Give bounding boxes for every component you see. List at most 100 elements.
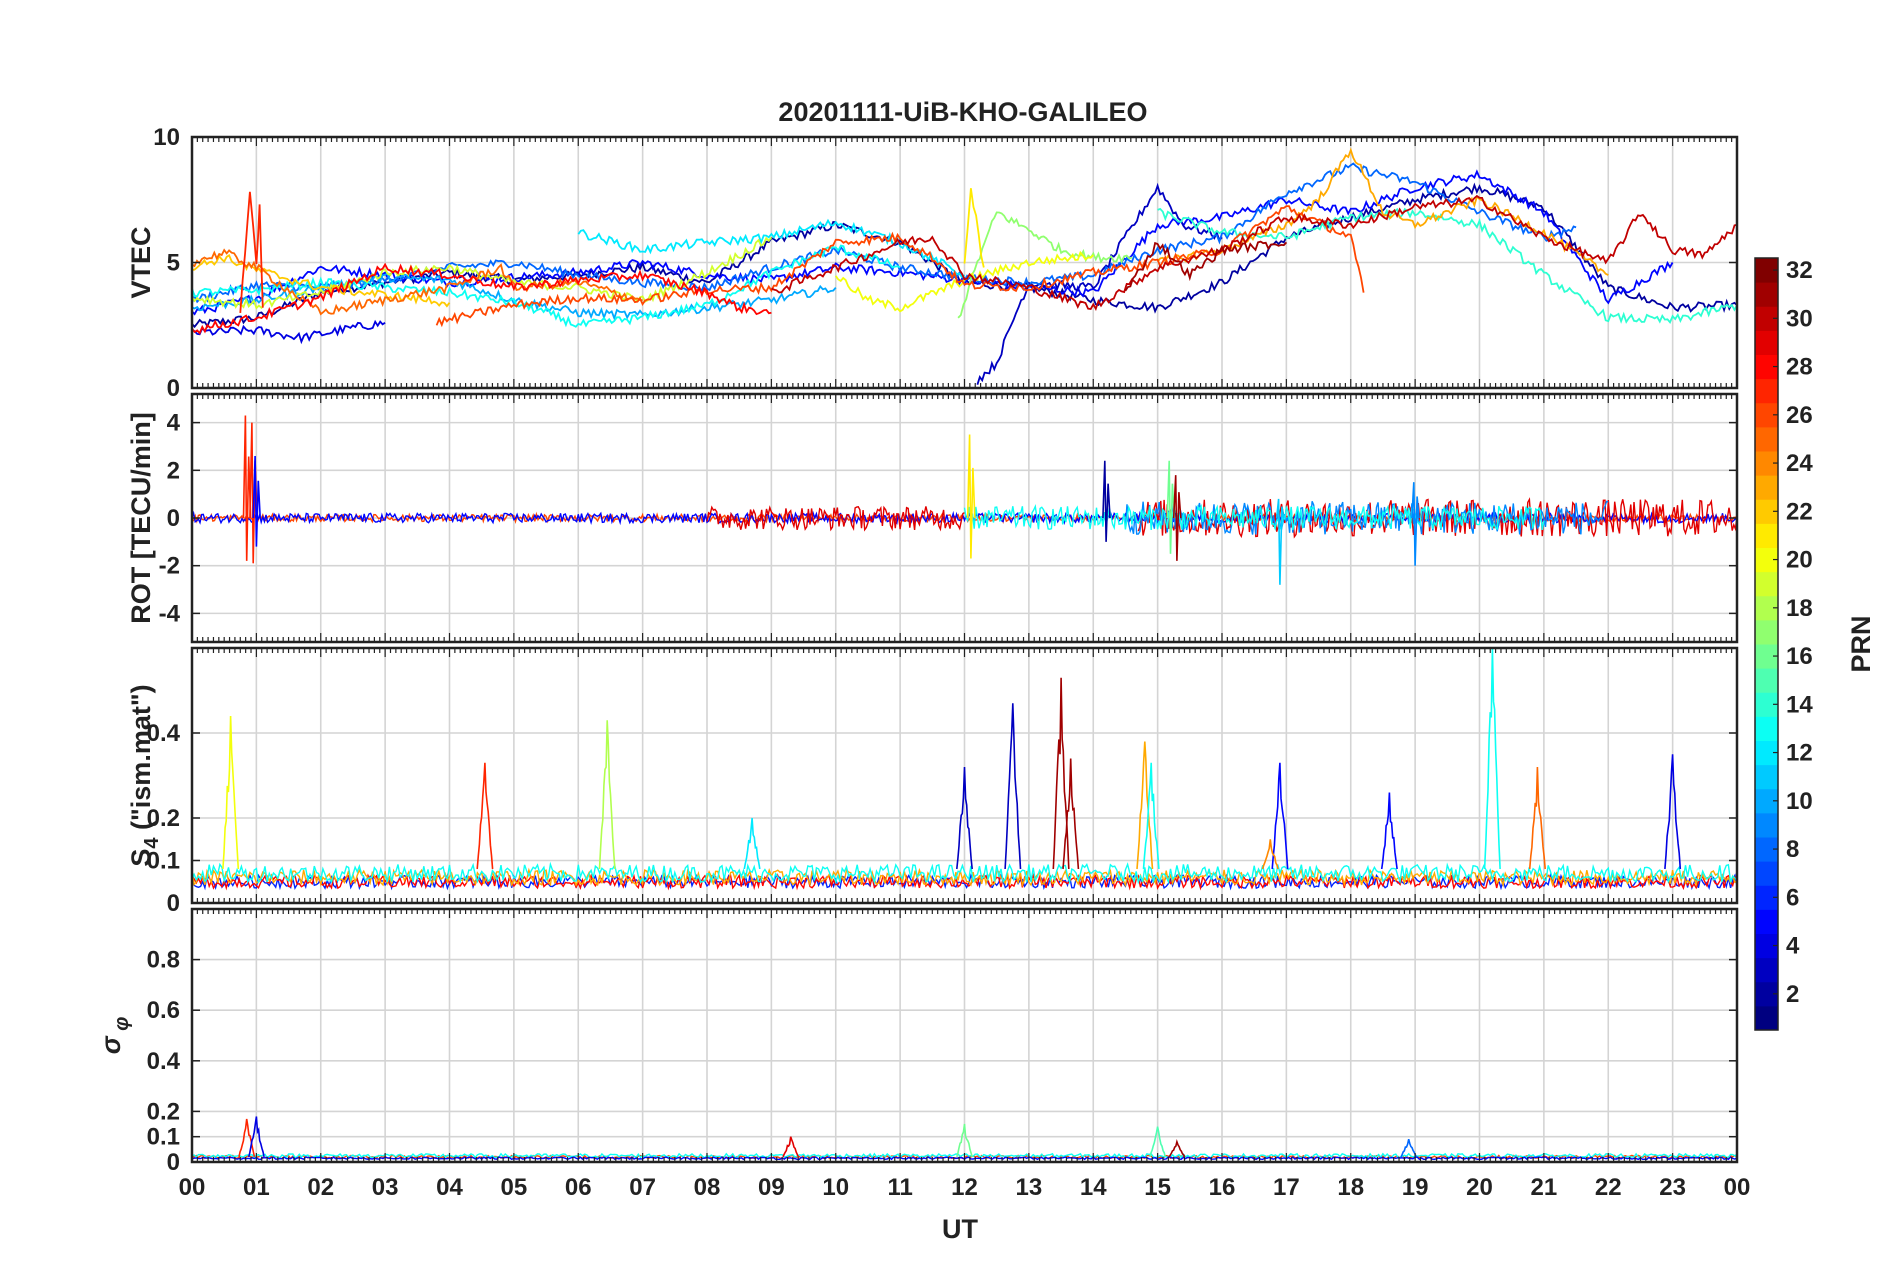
series-line-prn-31 <box>1124 240 1288 292</box>
spike-prn-31 <box>1172 475 1182 561</box>
colorbar-step <box>1755 885 1778 910</box>
x-tick-label: 19 <box>1402 1174 1429 1201</box>
y-tick-label: 0.1 <box>147 848 180 875</box>
peak-prn-16 <box>956 1123 973 1158</box>
peak-prn-8 <box>1400 1139 1418 1158</box>
x-tick-label: 09 <box>758 1174 785 1201</box>
colorbar-step <box>1755 716 1778 741</box>
series-line-prn-4 <box>191 319 386 345</box>
y-tick-label: -2 <box>159 553 180 580</box>
y-axis-label: S4 ("ism.mat") <box>126 684 163 866</box>
series-line-prn-17 <box>957 211 1133 319</box>
colorbar-tick-label: 20 <box>1786 547 1813 574</box>
x-tick-label: 03 <box>372 1174 399 1201</box>
peak-prn-4 <box>247 1116 265 1158</box>
colorbar-step <box>1755 861 1778 886</box>
colorbar-label: PRN <box>1846 615 1876 672</box>
x-axis-label: UT <box>942 1214 978 1244</box>
panel-vtec: 0 5 10 VTEC <box>126 124 1739 402</box>
peak-prn-31 <box>1168 1139 1186 1158</box>
peak-prn-31 <box>1062 758 1080 870</box>
spike-prn-27 <box>242 415 252 561</box>
colorbar-tick-label: 26 <box>1786 402 1813 429</box>
x-tick-label: 00 <box>1724 1174 1751 1201</box>
peak-prn-13 <box>1483 647 1501 870</box>
chart-title: 20201111-UiB-KHO-GALILEO <box>778 97 1147 127</box>
series-line-prn-30 <box>771 194 1738 312</box>
series-line-prn-14 <box>1157 207 1738 325</box>
series-line-prn-27 <box>239 191 264 313</box>
series-line-prn-12 <box>577 218 966 279</box>
colorbar-step <box>1755 282 1778 307</box>
colorbar-step <box>1755 981 1778 1007</box>
peak-prn-3 <box>1004 703 1022 870</box>
colorbar-step <box>1755 330 1778 355</box>
series-line-prn-13 <box>191 861 1738 885</box>
series-line-prn-13 <box>963 503 1545 531</box>
colorbar-tick-label: 12 <box>1786 740 1813 767</box>
x-tick-label: 23 <box>1659 1174 1686 1201</box>
colorbar-frame <box>1754 257 1779 1031</box>
colorbar-step <box>1755 475 1778 500</box>
colorbar-step <box>1755 692 1778 717</box>
colorbar-step <box>1755 740 1778 766</box>
x-tick-label: 14 <box>1080 1174 1107 1201</box>
spike-prn-9 <box>1411 482 1420 566</box>
peak-prn-15 <box>1149 1126 1167 1158</box>
colorbar-tick-label: 4 <box>1786 933 1800 960</box>
colorbar-step <box>1755 957 1778 983</box>
colorbar-step <box>1755 451 1778 476</box>
x-tick-label: 16 <box>1209 1174 1236 1201</box>
peak-prn-4 <box>1664 754 1682 870</box>
y-tick-label: 2 <box>167 457 180 484</box>
y-tick-label: 4 <box>167 410 181 437</box>
x-tick-label: 22 <box>1595 1174 1622 1201</box>
y-tick-label: 0.2 <box>147 1098 180 1125</box>
x-axis-ticks: 00 01 02 03 04 05 06 07 08 09 10 11 12 13 14 15 16 17 18 19… <box>179 1174 1751 1201</box>
colorbar-step <box>1755 499 1778 524</box>
y-tick-label: 0 <box>167 890 180 917</box>
colorbar-step <box>1755 909 1778 934</box>
colorbar-step <box>1755 523 1778 548</box>
x-tick-label: 12 <box>951 1174 978 1201</box>
peak-prn-27 <box>476 762 494 870</box>
spike-prn-2 <box>1102 460 1111 542</box>
colorbar-step <box>1755 1005 1778 1031</box>
peak-prn-31 <box>1052 677 1070 870</box>
x-tick-label: 06 <box>565 1174 592 1201</box>
x-tick-label: 21 <box>1531 1174 1558 1201</box>
series-line-prn-28 <box>191 872 1738 891</box>
x-tick-label: 11 <box>887 1174 912 1201</box>
x-tick-label: 04 <box>436 1174 463 1201</box>
colorbar-step <box>1755 547 1778 573</box>
spike-prn-21 <box>966 434 976 559</box>
panel-sigma_phi: 00.10.2 0.4 0.6 0.8 σ φ <box>96 907 1739 1176</box>
panel-rot: -4 -2 0 2 4 ROT [TECU/min] <box>126 392 1739 644</box>
colorbar-step <box>1755 258 1778 283</box>
colorbar-step <box>1755 378 1778 404</box>
y-tick-label: 0.6 <box>147 997 180 1024</box>
series-line-prn-28 <box>191 262 772 335</box>
colorbar-tick-label: 28 <box>1786 354 1813 381</box>
spike-prn-5 <box>252 455 261 547</box>
colorbar-tick-label: 16 <box>1786 643 1813 670</box>
colorbar-step <box>1755 402 1778 428</box>
x-tick-label: 15 <box>1144 1174 1171 1201</box>
colorbar-tick-label: 32 <box>1786 257 1813 284</box>
peak-prn-18 <box>598 720 616 870</box>
peak-prn-27 <box>238 1118 256 1158</box>
panel-s4: 0 0.1 0.2 0.4S4 ("ism.mat") <box>126 646 1739 917</box>
colorbar-step <box>1755 837 1778 862</box>
spike-prn-11 <box>1275 498 1285 585</box>
colorbar-step <box>1755 595 1778 621</box>
colorbar-tick-label: 6 <box>1786 884 1799 911</box>
colorbar-step <box>1755 426 1778 452</box>
series-line-prn-25 <box>191 248 643 316</box>
y-axis-label: VTEC <box>126 226 156 298</box>
peak-prn-12 <box>743 817 761 870</box>
colorbar-tick-label: 8 <box>1786 836 1799 863</box>
peak-prn-20 <box>222 715 240 870</box>
